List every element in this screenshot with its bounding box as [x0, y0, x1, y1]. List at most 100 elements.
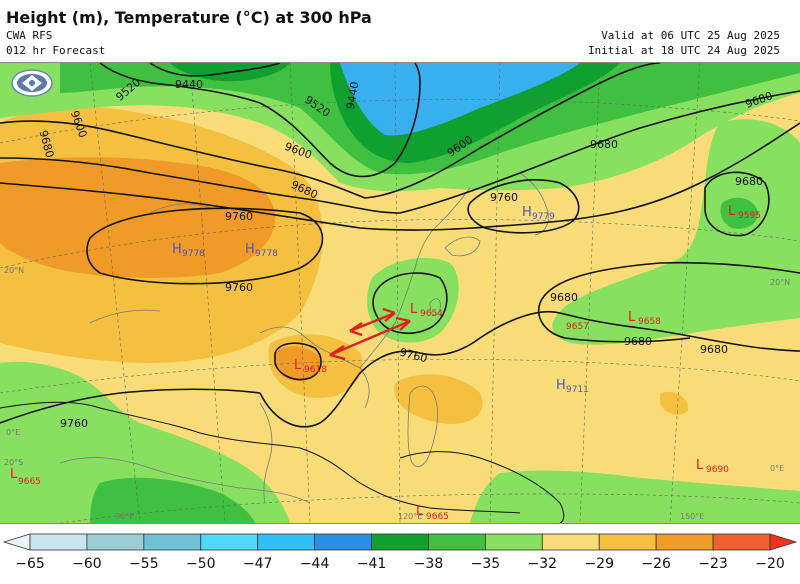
longitude-label: 120°E: [398, 512, 422, 521]
colorbar-tick-label: −20: [755, 556, 785, 572]
annotation-arrow: [329, 307, 411, 361]
svg-text:9778: 9778: [255, 249, 278, 259]
svg-text:9779: 9779: [532, 212, 555, 222]
svg-text:9618: 9618: [304, 365, 327, 375]
weather-map: 9440 9440 9520 9520 9600 9600 9600 9680 …: [0, 62, 800, 524]
svg-text:9657: 9657: [566, 322, 589, 332]
colorbar: −65 −60 −55 −50 −47 −44 −41 −38 −35 −32 −29 −26 −23 −…: [0, 526, 800, 580]
svg-text:L: L: [728, 204, 736, 219]
colorbar-swatch: [257, 533, 316, 551]
svg-text:L: L: [10, 467, 18, 482]
colorbar-tick-label: −26: [641, 556, 671, 572]
low-center: L 9618: [294, 358, 327, 375]
contour-label: 9680: [700, 343, 728, 356]
colorbar-swatch: [371, 533, 429, 551]
contour-label: 9760: [60, 417, 88, 430]
colorbar-swatch: [314, 533, 372, 551]
cold-core-east: [720, 197, 758, 229]
warm-spot-east: [660, 391, 689, 415]
low-center: L 9654: [410, 302, 443, 319]
colorbar-tick-label: −29: [584, 556, 614, 572]
colorbar-tick-label: −38: [414, 556, 444, 572]
colorbar-tick-label: −47: [243, 556, 273, 572]
colorbar-tick-label: −55: [129, 556, 159, 572]
latitude-label: 20°S: [4, 458, 23, 467]
longitude-label: 0°E: [770, 464, 784, 473]
valid-time: Valid at 06 UTC 25 Aug 2025: [601, 29, 780, 42]
svg-text:9595: 9595: [738, 211, 761, 221]
svg-text:L: L: [416, 504, 424, 519]
header: Height (m), Temperature (°C) at 300 hPa …: [0, 0, 800, 62]
svg-text:L: L: [410, 302, 418, 317]
svg-text:9665: 9665: [18, 477, 41, 487]
cold-region-southwest: [90, 477, 255, 523]
warm-region-luzon: [394, 374, 483, 424]
hot-region-center: [274, 346, 321, 381]
contour-label: 9680: [590, 138, 618, 151]
cool-region-southeast: [470, 470, 800, 523]
graticule: [0, 63, 800, 523]
high-center: H 9778: [172, 242, 205, 259]
colorbar-swatch: [428, 533, 486, 551]
low-center: L 9665: [416, 504, 449, 522]
high-center: H 9779: [522, 205, 555, 222]
contour-label: 9680: [624, 335, 652, 348]
contour-label: 9440: [175, 78, 203, 91]
svg-text:9778: 9778: [182, 249, 205, 259]
contour-labels-9760: 9760 9760: [225, 191, 518, 294]
colorbar-tick-label: −44: [300, 556, 330, 572]
low-center: L 9595: [728, 204, 761, 221]
colorbar-swatch: [484, 533, 543, 551]
colorbar-swatch: [200, 533, 259, 551]
coastlines: [59, 172, 549, 504]
contour-label: 9760: [490, 191, 518, 204]
contour-labels: 9440 9440 9520 9520 9600 9600 9600 9680 …: [36, 76, 774, 430]
latitude-label: 20°N: [770, 278, 790, 287]
longitude-label: 0°E: [6, 428, 20, 437]
colorbar-tick-label: −65: [15, 556, 45, 572]
latitude-label: 20°N: [4, 266, 24, 275]
high-center: H 9778: [245, 242, 278, 259]
colorbar-swatch: [769, 533, 798, 551]
colorbar-svg: −65 −60 −55 −50 −47 −44 −41 −38 −35 −32 −29 −26 −23 −…: [2, 533, 798, 572]
map-svg: 9440 9440 9520 9520 9600 9600 9600 9680 …: [0, 63, 800, 523]
svg-text:L: L: [628, 310, 636, 325]
model-name: CWA RFS: [6, 29, 53, 42]
colorbar-swatch: [2, 533, 31, 551]
colorbar-swatch: [29, 533, 88, 551]
colorbar-tick-label: −41: [357, 556, 387, 572]
contour-label: 9760: [225, 281, 253, 294]
forecast-hour: 012 hr Forecast: [6, 44, 106, 57]
svg-text:9690: 9690: [706, 465, 729, 475]
svg-text:9654: 9654: [420, 309, 443, 319]
svg-text:H: H: [245, 242, 255, 257]
contour-label: 9760: [225, 210, 253, 223]
low-center: L 9658: [628, 310, 661, 327]
low-center: L 9690: [696, 458, 729, 475]
svg-text:H: H: [172, 242, 182, 257]
low-center: 9657: [566, 322, 589, 332]
colorbar-tick-label: −35: [471, 556, 501, 572]
contour-label: 9680: [735, 175, 763, 188]
colorbar-tick-label: −50: [186, 556, 216, 572]
colorbar-swatch: [598, 533, 657, 551]
colorbar-swatch: [712, 533, 771, 551]
hot-region-west: [0, 157, 276, 278]
longitude-label: 150°E: [680, 512, 704, 521]
svg-text:9658: 9658: [638, 317, 661, 327]
colorbar-swatch: [655, 533, 714, 551]
low-center: L 9665: [10, 467, 41, 487]
cool-region-east: [552, 119, 800, 345]
cwa-logo-icon: [11, 69, 53, 97]
longitude-label: 90°E: [115, 512, 134, 521]
colorbar-tick-label: −60: [72, 556, 102, 572]
contour-label: 9440: [344, 81, 362, 111]
contour-label: 9680: [550, 291, 578, 304]
pressure-centers: H 9778 H 9778 H 9779 L 9595 L 9654 L 961…: [10, 204, 761, 522]
map-title: Height (m), Temperature (°C) at 300 hPa: [6, 8, 372, 27]
colorbar-swatches: [2, 533, 798, 551]
svg-text:H: H: [522, 205, 532, 220]
land-borders: [0, 401, 565, 523]
colorbar-swatch: [143, 533, 202, 551]
colorbar-swatch: [86, 533, 145, 551]
